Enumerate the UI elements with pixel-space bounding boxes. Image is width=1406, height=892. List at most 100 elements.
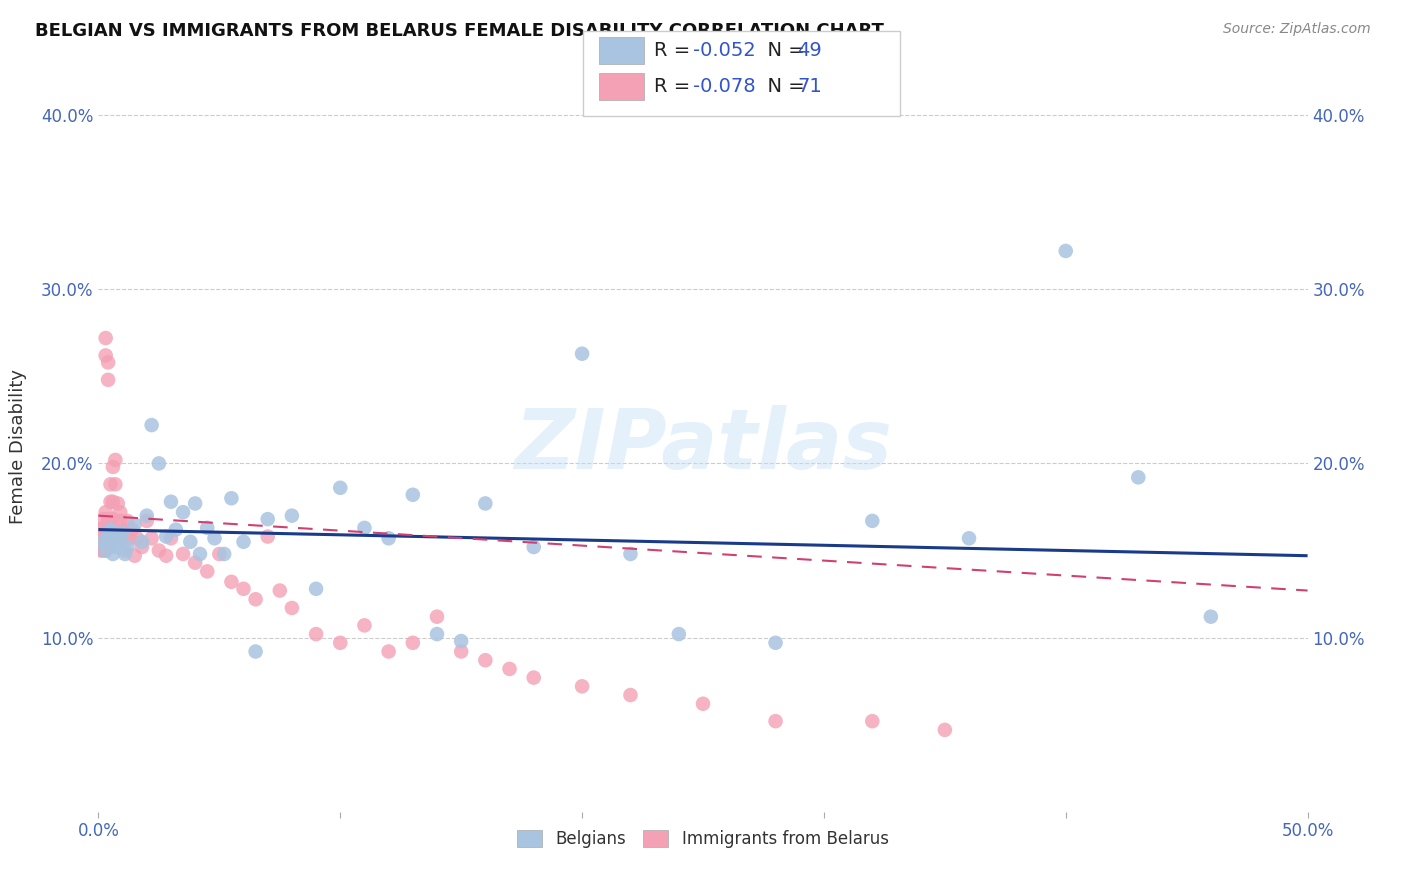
- Point: [131, 540, 153, 554]
- Point: [101, 459, 124, 474]
- Point: [204, 531, 226, 545]
- Point: [934, 723, 956, 737]
- Point: [101, 494, 124, 508]
- Point: [117, 514, 139, 528]
- Point: [377, 644, 399, 658]
- Point: [245, 644, 267, 658]
- Point: [160, 531, 183, 545]
- Point: [104, 530, 127, 544]
- Point: [91, 521, 114, 535]
- Point: [97, 530, 120, 544]
- Point: [97, 523, 120, 537]
- Point: [94, 543, 117, 558]
- Text: 71: 71: [797, 77, 823, 96]
- Point: [107, 531, 129, 545]
- Point: [124, 549, 146, 563]
- Point: [353, 521, 375, 535]
- Point: [245, 592, 267, 607]
- Point: [172, 547, 194, 561]
- Point: [131, 534, 153, 549]
- Point: [90, 543, 112, 558]
- Text: R =: R =: [654, 77, 696, 96]
- Point: [135, 508, 157, 523]
- Point: [377, 531, 399, 545]
- Point: [402, 636, 425, 650]
- Text: N =: N =: [755, 41, 811, 61]
- Point: [232, 534, 254, 549]
- Point: [221, 574, 243, 589]
- Point: [94, 543, 117, 558]
- Point: [148, 543, 170, 558]
- Point: [108, 530, 131, 544]
- Point: [91, 512, 114, 526]
- Point: [101, 512, 124, 526]
- Point: [111, 526, 134, 541]
- Point: [860, 714, 883, 728]
- Point: [90, 530, 112, 544]
- Point: [141, 531, 163, 545]
- Point: [195, 521, 218, 535]
- Point: [111, 523, 134, 537]
- Point: [108, 514, 131, 528]
- Point: [107, 540, 129, 554]
- Point: [104, 453, 127, 467]
- Point: [141, 418, 163, 433]
- Point: [269, 583, 291, 598]
- Point: [155, 530, 177, 544]
- Text: 49: 49: [797, 41, 823, 61]
- Legend: Belgians, Immigrants from Belarus: Belgians, Immigrants from Belarus: [510, 823, 896, 855]
- Point: [765, 636, 787, 650]
- Point: [860, 514, 883, 528]
- Point: [498, 662, 520, 676]
- Point: [135, 514, 157, 528]
- Point: [114, 547, 136, 561]
- Point: [117, 540, 139, 554]
- Point: [668, 627, 690, 641]
- Point: [305, 582, 328, 596]
- Point: [91, 543, 114, 558]
- Point: [256, 512, 278, 526]
- Point: [94, 348, 117, 362]
- Point: [148, 457, 170, 471]
- Point: [155, 549, 177, 563]
- Point: [692, 697, 714, 711]
- Point: [402, 488, 425, 502]
- Point: [329, 636, 352, 650]
- Point: [100, 540, 122, 554]
- Point: [450, 634, 472, 648]
- Point: [165, 523, 187, 537]
- Point: [426, 609, 449, 624]
- Point: [179, 534, 201, 549]
- Point: [104, 477, 127, 491]
- Point: [94, 331, 117, 345]
- Text: Source: ZipAtlas.com: Source: ZipAtlas.com: [1223, 22, 1371, 37]
- Point: [97, 512, 120, 526]
- Point: [104, 534, 127, 549]
- Point: [281, 508, 304, 523]
- Point: [450, 644, 472, 658]
- Point: [94, 505, 117, 519]
- Point: [232, 582, 254, 596]
- Point: [281, 601, 304, 615]
- Point: [329, 481, 352, 495]
- Point: [619, 688, 641, 702]
- Point: [91, 526, 114, 541]
- Point: [571, 679, 593, 693]
- Point: [353, 618, 375, 632]
- Point: [523, 540, 546, 554]
- Point: [184, 556, 207, 570]
- Point: [100, 494, 122, 508]
- Point: [107, 496, 129, 510]
- Point: [118, 531, 141, 545]
- Point: [221, 491, 243, 506]
- Point: [1199, 609, 1222, 624]
- Point: [160, 494, 183, 508]
- Point: [765, 714, 787, 728]
- Point: [523, 671, 546, 685]
- Point: [90, 523, 112, 537]
- Point: [97, 373, 120, 387]
- Point: [100, 523, 122, 537]
- Point: [305, 627, 328, 641]
- Point: [97, 355, 120, 369]
- Text: ZIPatlas: ZIPatlas: [515, 406, 891, 486]
